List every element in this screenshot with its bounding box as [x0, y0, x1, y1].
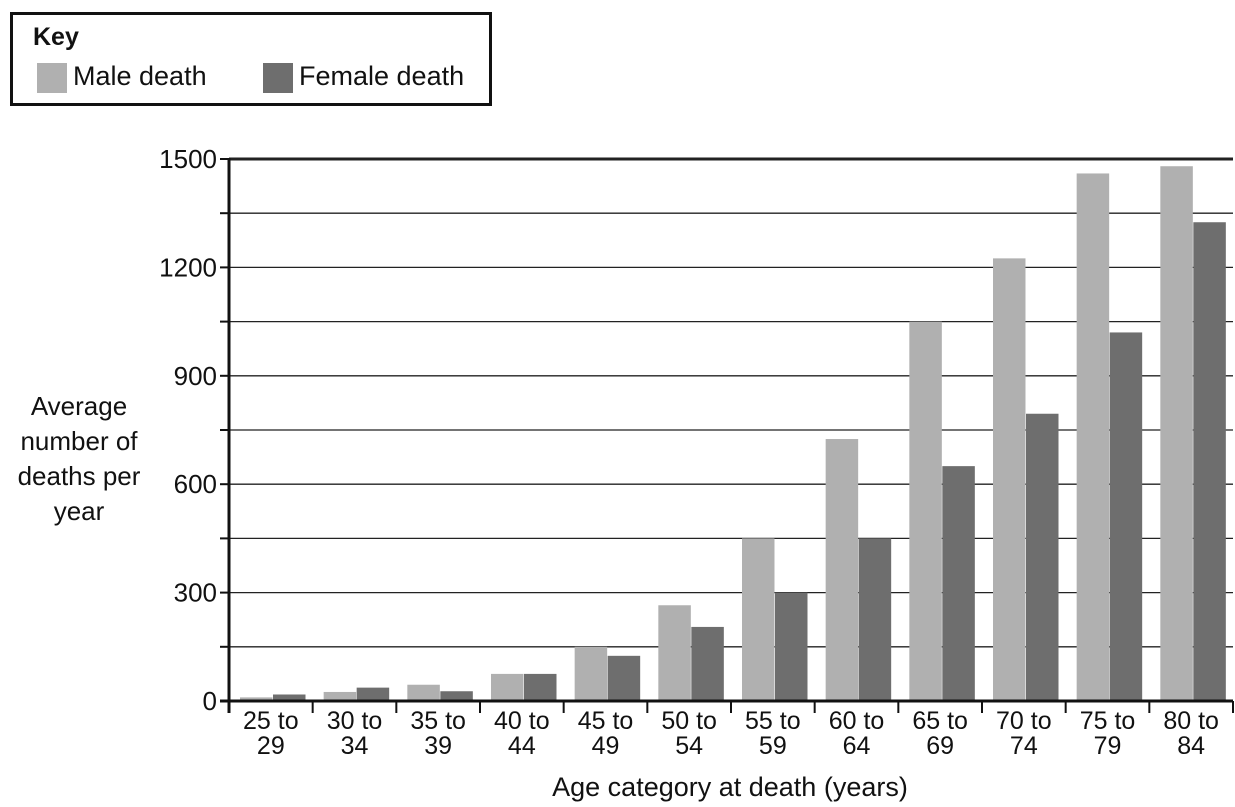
y-tick-label: 300 — [174, 578, 217, 608]
x-tick-label: 55 to — [745, 707, 801, 735]
legend-swatch-male — [37, 63, 67, 93]
bar-male — [1076, 173, 1110, 701]
x-tick-label: 75 to — [1080, 707, 1136, 735]
bar-female — [524, 673, 557, 701]
y-axis-title-line: number of — [20, 426, 138, 456]
y-tick-label: 600 — [174, 469, 217, 499]
x-tick-label: 74 — [1010, 732, 1038, 760]
x-tick-label: 79 — [1094, 732, 1122, 760]
bar-male — [825, 439, 859, 701]
x-tick-label: 29 — [257, 732, 285, 760]
bar-female — [942, 466, 975, 701]
x-tick-label: 30 to — [327, 707, 383, 735]
bar-male — [323, 691, 357, 701]
legend-label-male: Male death — [73, 61, 207, 91]
bar-female — [858, 538, 892, 701]
legend-label-female: Female death — [299, 61, 465, 91]
y-axis-title-line: Average — [30, 391, 128, 421]
legend: Key Male death Female death — [10, 12, 492, 106]
x-axis-title: Age category at death (years) — [552, 772, 908, 802]
bar-female — [775, 592, 808, 701]
bar-male — [1160, 166, 1193, 701]
x-tick-label: 40 to — [494, 707, 550, 735]
x-tick-label: 34 — [341, 732, 369, 760]
bar-female — [1109, 332, 1143, 701]
x-tick-label: 65 to — [912, 707, 968, 735]
x-tick-label: 64 — [843, 732, 871, 760]
bar-male — [742, 538, 775, 701]
y-tick-label: 1200 — [159, 252, 217, 282]
x-tick-label: 70 to — [996, 707, 1052, 735]
legend-title: Key — [33, 23, 79, 51]
bar-female — [1026, 413, 1059, 701]
x-tick-label: 80 to — [1163, 707, 1219, 735]
bar-male — [240, 697, 273, 701]
bar-male — [993, 258, 1026, 701]
x-tick-label: 25 to — [243, 707, 299, 735]
x-tick-label: 35 to — [410, 707, 466, 735]
x-tick-label: 39 — [424, 732, 452, 760]
x-tick-label: 54 — [675, 732, 703, 760]
bar-male — [658, 605, 691, 701]
x-tick-label: 50 to — [661, 707, 717, 735]
bar-male — [909, 321, 942, 701]
bar-female — [691, 626, 724, 701]
bar-female — [607, 655, 641, 701]
x-tick-label: 69 — [926, 732, 954, 760]
y-tick-label: 1500 — [159, 144, 217, 174]
bar-female — [356, 687, 390, 701]
bar-female — [1193, 222, 1226, 701]
x-tick-label: 84 — [1177, 732, 1205, 760]
bar-male — [574, 646, 608, 701]
y-tick-label: 0 — [203, 686, 217, 716]
x-tick-label: 49 — [592, 732, 620, 760]
x-tick-label: 45 to — [578, 707, 634, 735]
bar-male — [491, 673, 524, 701]
bar-female — [440, 691, 473, 701]
bar-male — [407, 684, 440, 701]
x-tick-label: 59 — [759, 732, 787, 760]
bar-female — [273, 694, 306, 701]
y-axis-title-line: deaths per — [17, 461, 141, 491]
y-tick-label: 900 — [174, 361, 217, 391]
y-axis-title: Average number of deaths per year — [4, 389, 154, 529]
x-tick-label: 44 — [508, 732, 536, 760]
legend-swatch-female — [263, 63, 293, 93]
y-axis-title-line: year — [53, 496, 105, 526]
x-tick-label: 60 to — [829, 707, 885, 735]
